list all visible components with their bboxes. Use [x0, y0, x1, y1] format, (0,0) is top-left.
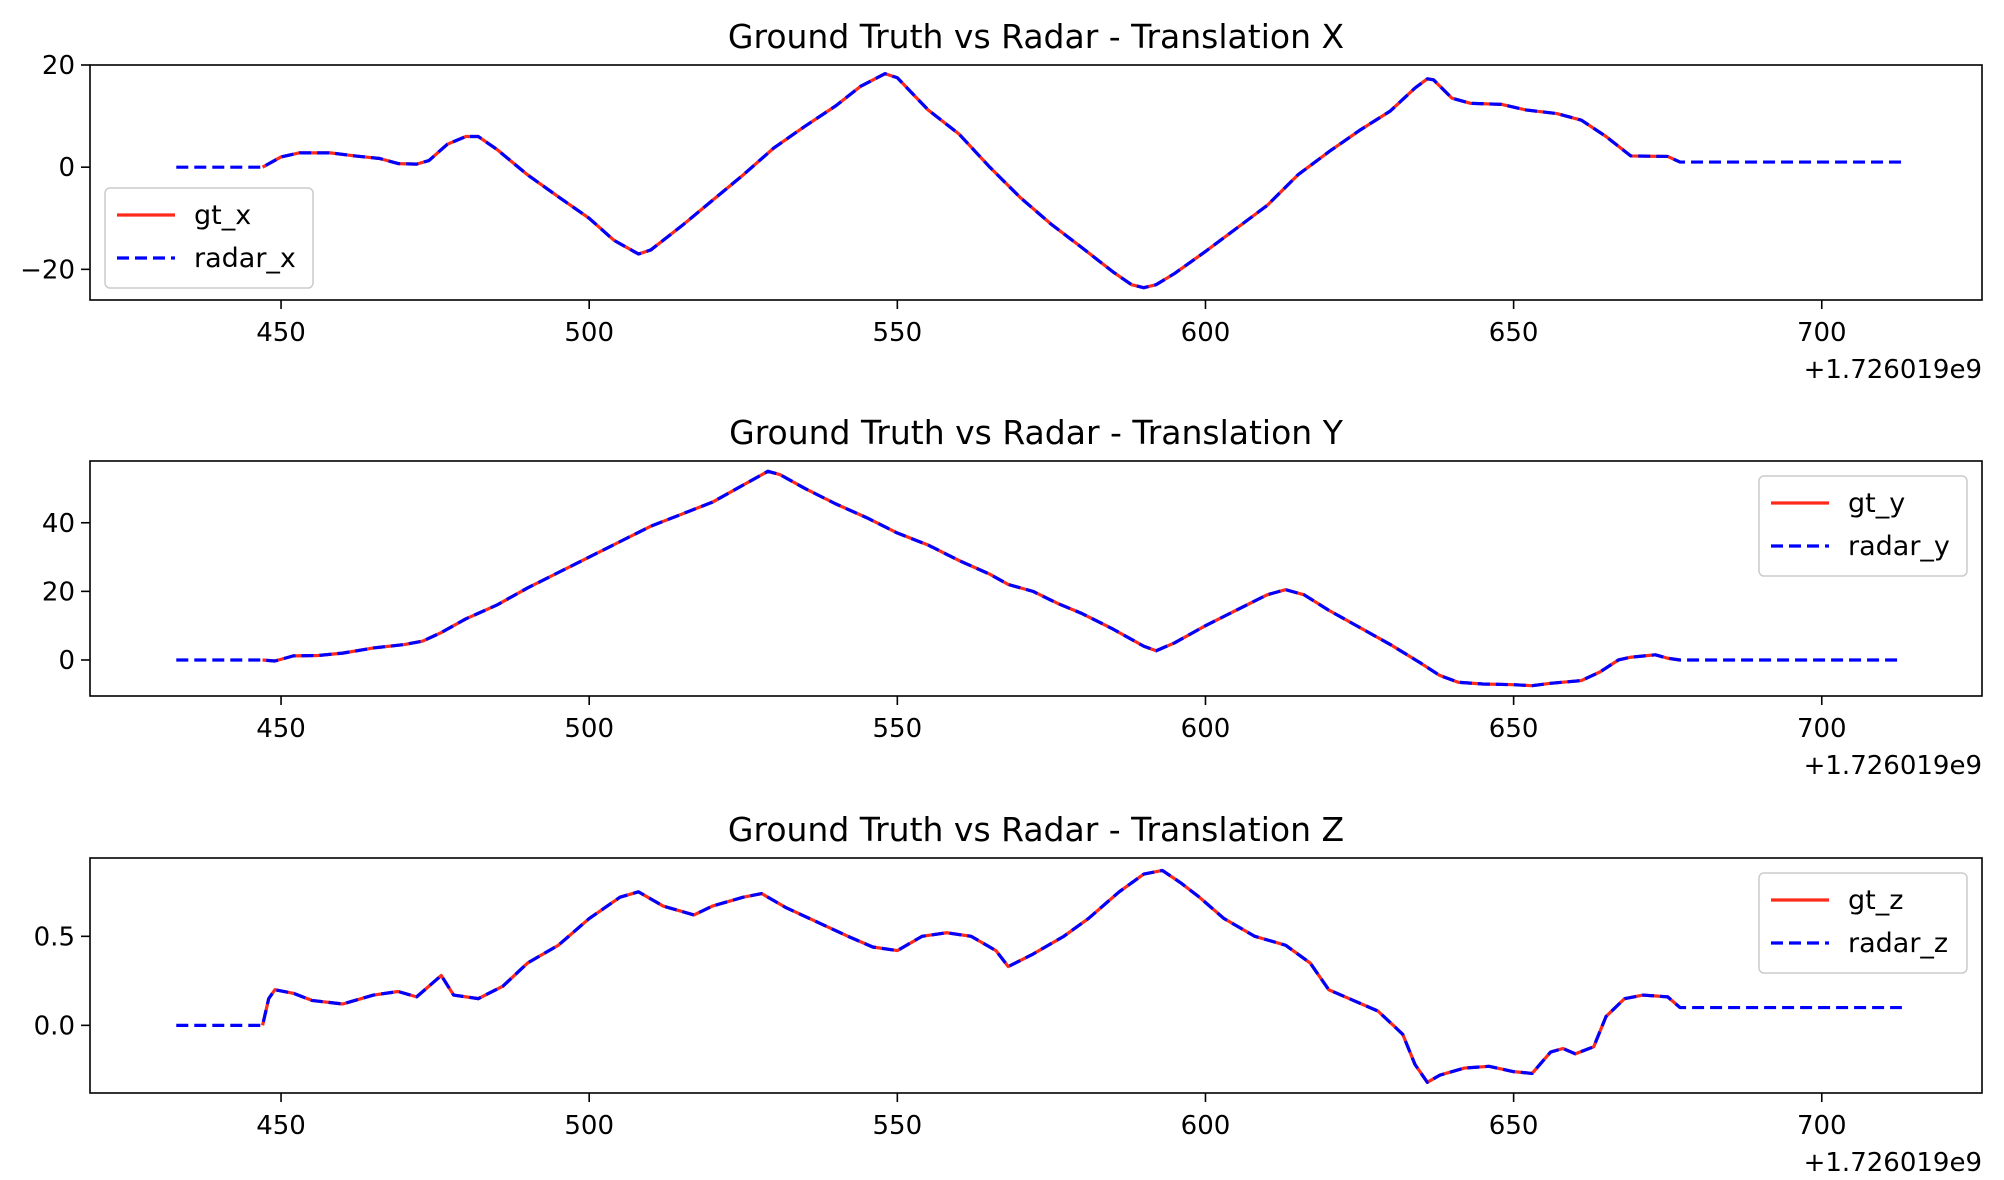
x-offset-label: +1.726019e9 — [1804, 1148, 1982, 1178]
legend-label-gt_z: gt_z — [1848, 885, 1903, 916]
y-tick-label: 0.5 — [34, 922, 75, 952]
subplot-1: Ground Truth vs Radar - Translation X 450… — [20, 17, 1983, 385]
chart-title: Ground Truth vs Radar - Translation Z — [728, 810, 1344, 849]
x-offset-label: +1.726019e9 — [1804, 355, 1982, 385]
axes-frame — [89, 460, 1983, 697]
legend-box — [1758, 475, 1968, 577]
series-line-gt_x — [261, 72, 1681, 290]
x-tick-label: 600 — [1181, 714, 1231, 744]
legend-label-gt_x: gt_x — [194, 200, 251, 231]
series-line-radar_x — [176, 72, 1902, 290]
legend-box — [104, 187, 314, 289]
y-tick-label: 0 — [58, 153, 75, 183]
series-line-gt_y — [262, 469, 1681, 688]
y-tick-label: −20 — [20, 255, 75, 285]
axes-frame — [89, 64, 1983, 301]
x-tick-label: 650 — [1489, 1111, 1539, 1141]
legend-box — [1758, 872, 1968, 974]
x-tick-label: 500 — [564, 714, 614, 744]
y-tick-label: 40 — [42, 509, 75, 539]
x-tick-label: 700 — [1797, 1111, 1847, 1141]
legend-label-radar_x: radar_x — [194, 243, 296, 274]
series-line-radar_z — [176, 868, 1902, 1084]
legend: gt_x radar_x — [104, 187, 314, 289]
y-tick-label: 20 — [42, 51, 75, 81]
subplot-2: Ground Truth vs Radar - Translation Y 450… — [42, 413, 1983, 781]
x-tick-label: 500 — [564, 318, 614, 348]
x-tick-label: 600 — [1181, 318, 1231, 348]
x-tick-label: 600 — [1181, 1111, 1231, 1141]
x-offset-label: +1.726019e9 — [1804, 751, 1982, 781]
x-tick-label: 500 — [564, 1111, 614, 1141]
legend-label-radar_y: radar_y — [1848, 531, 1950, 562]
legend: gt_y radar_y — [1758, 475, 1968, 577]
legend-label-gt_y: gt_y — [1848, 488, 1905, 519]
x-tick-label: 650 — [1489, 714, 1539, 744]
chart-title: Ground Truth vs Radar - Translation X — [728, 17, 1344, 56]
x-tick-label: 550 — [873, 1111, 923, 1141]
x-tick-label: 700 — [1797, 318, 1847, 348]
y-tick-label: 0.0 — [34, 1011, 75, 1041]
subplot-3: Ground Truth vs Radar - Translation Z 450… — [34, 810, 1983, 1178]
y-tick-label: 0 — [58, 646, 75, 676]
legend-label-radar_z: radar_z — [1848, 928, 1948, 959]
x-tick-label: 550 — [873, 714, 923, 744]
legend: gt_z radar_z — [1758, 872, 1968, 974]
x-tick-label: 550 — [873, 318, 923, 348]
series-line-gt_z — [261, 868, 1682, 1084]
axes-frame — [89, 857, 1983, 1094]
x-tick-label: 700 — [1797, 714, 1847, 744]
x-tick-label: 450 — [256, 1111, 306, 1141]
y-tick-label: 20 — [42, 577, 75, 607]
x-tick-label: 450 — [256, 318, 306, 348]
chart-title: Ground Truth vs Radar - Translation Y — [729, 413, 1344, 452]
x-tick-label: 450 — [256, 714, 306, 744]
series-line-radar_y — [176, 469, 1902, 688]
x-tick-label: 650 — [1489, 318, 1539, 348]
